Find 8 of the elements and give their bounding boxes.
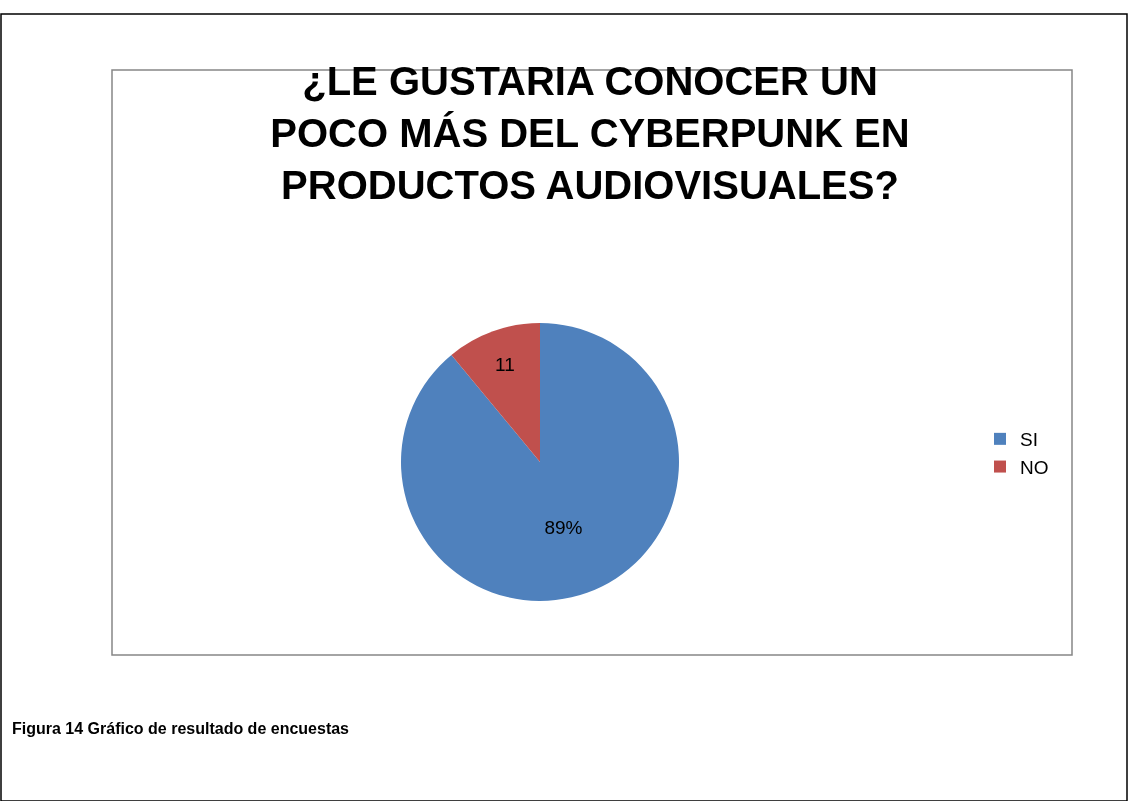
chart-title: ¿LE GUSTARIA CONOCER UN POCO MÁS DEL CYBERPUNK EN PRODUCTOS AUDIOVISUALES? [270,59,910,207]
pie-slice [451,323,540,462]
data-label: 11 [494,353,515,375]
text: Figura 14 Gráfico de resultado de encuestas [12,720,350,737]
pie-slice [401,323,679,601]
legend-label: SI [1020,429,1038,451]
legend-label: NO [1020,456,1049,478]
data-label: 89% [544,516,583,538]
